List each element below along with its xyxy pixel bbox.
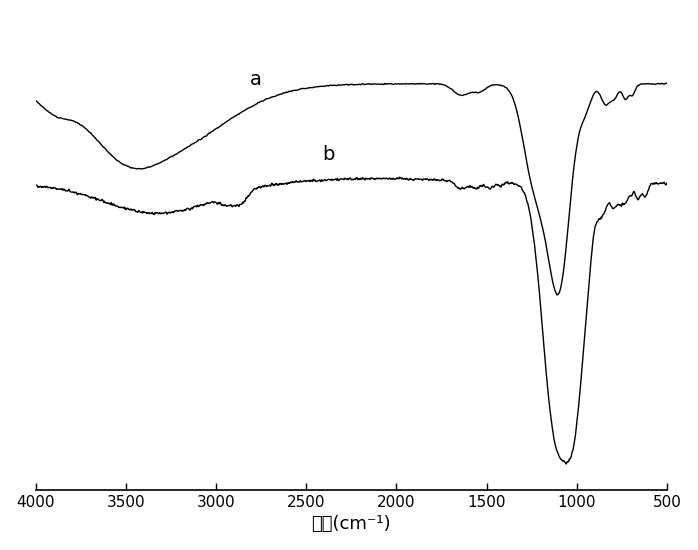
Text: a: a (250, 70, 262, 89)
Text: b: b (322, 146, 334, 164)
X-axis label: 波数(cm⁻¹): 波数(cm⁻¹) (311, 515, 391, 534)
